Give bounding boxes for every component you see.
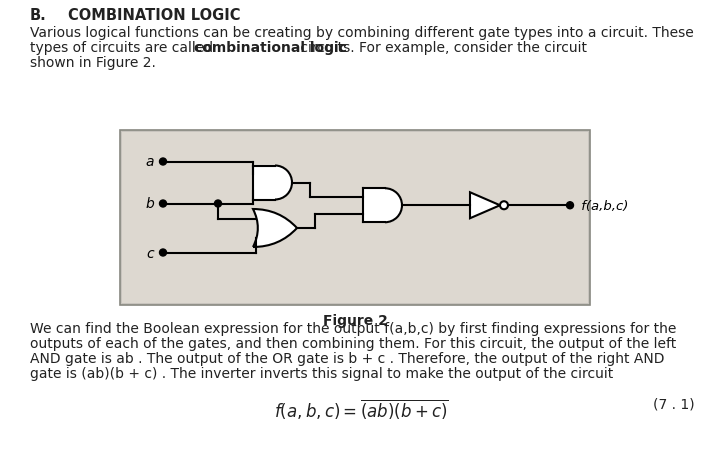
Text: Various logical functions can be creating by combining different gate types into: Various logical functions can be creatin…	[30, 26, 694, 40]
Circle shape	[214, 201, 222, 207]
Text: combinational logic: combinational logic	[194, 41, 347, 55]
Text: We can find the Boolean expression for the output f(a,b,c) by first finding expr: We can find the Boolean expression for t…	[30, 321, 677, 335]
Circle shape	[160, 159, 167, 166]
Text: shown in Figure 2.: shown in Figure 2.	[30, 56, 156, 70]
Text: $f(a,b,c) = \overline{(ab)(b+c)}$: $f(a,b,c) = \overline{(ab)(b+c)}$	[274, 397, 448, 421]
Polygon shape	[470, 193, 500, 219]
Text: COMBINATION LOGIC: COMBINATION LOGIC	[68, 8, 240, 23]
Text: c: c	[147, 246, 154, 260]
Text: (7 . 1): (7 . 1)	[653, 397, 695, 411]
PathPatch shape	[253, 210, 297, 248]
Circle shape	[160, 201, 167, 207]
Text: outputs of each of the gates, and then combining them. For this circuit, the out: outputs of each of the gates, and then c…	[30, 336, 677, 350]
Text: Figure 2: Figure 2	[323, 313, 388, 327]
Text: types of circuits are called: types of circuits are called	[30, 41, 217, 55]
Polygon shape	[253, 166, 292, 200]
Circle shape	[500, 202, 508, 210]
Text: f(a,b,c): f(a,b,c)	[577, 199, 628, 212]
Circle shape	[567, 202, 573, 209]
Bar	[122, 133, 588, 303]
Text: b: b	[145, 197, 154, 211]
Text: gate is (ab)(b + c) . The inverter inverts this signal to make the output of the: gate is (ab)(b + c) . The inverter inver…	[30, 366, 613, 380]
Text: B.: B.	[30, 8, 47, 23]
Text: circuits. For example, consider the circuit: circuits. For example, consider the circ…	[296, 41, 587, 55]
Text: AND gate is ab . The output of the OR gate is b + c . Therefore, the output of t: AND gate is ab . The output of the OR ga…	[30, 351, 664, 365]
Circle shape	[160, 249, 167, 257]
Polygon shape	[363, 189, 402, 223]
Bar	[120, 131, 590, 305]
Text: a: a	[146, 155, 154, 169]
